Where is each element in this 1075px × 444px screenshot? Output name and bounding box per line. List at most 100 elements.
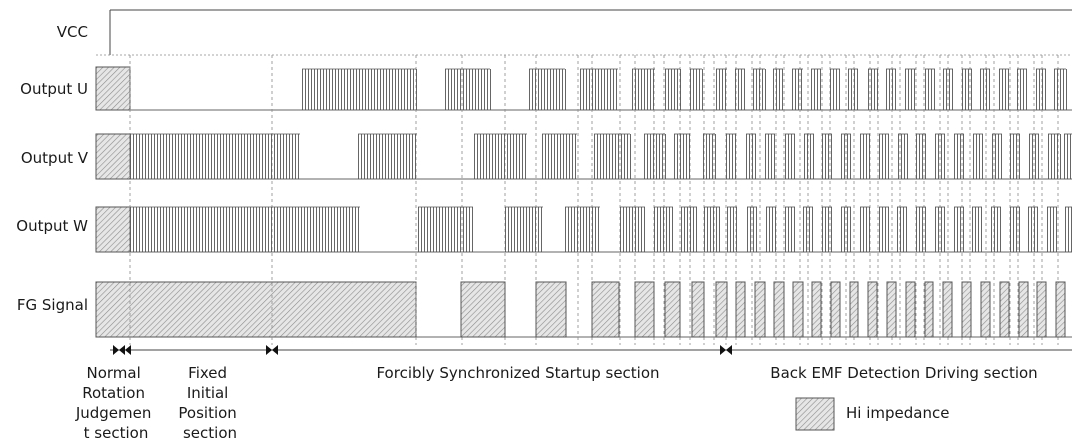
marker-fixed-initial-end xyxy=(266,345,278,355)
section-back-emf: Back EMF Detection Driving section xyxy=(770,364,1037,382)
pulse-block-u xyxy=(886,68,896,110)
pulse-block-w xyxy=(704,206,720,252)
section-normal-rotation-line3: Judgemen xyxy=(75,404,152,422)
fg-pulse xyxy=(691,281,705,338)
fg-pulse xyxy=(735,281,746,338)
fg-pulse xyxy=(942,281,953,338)
pulse-block-w xyxy=(130,206,360,252)
fg-pulse xyxy=(886,281,897,338)
section-fixed-initial-line2: Initial xyxy=(187,384,229,402)
fg-pulse xyxy=(905,281,916,338)
pulse-block-u xyxy=(1036,68,1046,110)
pulse-block-w xyxy=(654,206,673,252)
pulse-block-w xyxy=(841,206,851,252)
legend-hi-impedance-label: Hi impedance xyxy=(846,404,949,422)
signal-label-fg: FG Signal xyxy=(17,296,88,314)
section-fixed-initial: Fixed Initial Position section xyxy=(178,364,241,442)
pulse-block-u xyxy=(529,68,566,110)
pulse-block-v xyxy=(1029,133,1039,179)
pulse-block-v xyxy=(726,133,736,179)
pulse-block-w xyxy=(1065,206,1072,252)
pulse-block-v xyxy=(542,133,577,179)
pulse-block-u xyxy=(1054,68,1067,110)
pulse-block-u xyxy=(445,68,491,110)
fg-pulse xyxy=(754,281,766,338)
pulse-block-u xyxy=(868,68,878,110)
pulse-block-v xyxy=(594,133,631,179)
pulse-block-v xyxy=(804,133,814,179)
section-normal-rotation: Normal Rotation Judgemen t section xyxy=(75,364,156,442)
section-fixed-initial-line3: Position xyxy=(178,404,236,422)
fg-pulse xyxy=(961,281,972,338)
pulse-block-u xyxy=(716,68,727,110)
pulse-block-w xyxy=(505,206,543,252)
pulse-block-u xyxy=(848,68,858,110)
pulse-block-v xyxy=(474,133,527,179)
signal-label-output-w: Output W xyxy=(16,217,88,235)
fg-pulse xyxy=(792,281,804,338)
pulse-block-u xyxy=(943,68,953,110)
pulse-block-w xyxy=(822,206,832,252)
pulse-block-u xyxy=(962,68,972,110)
pulse-block-w xyxy=(1010,206,1020,252)
pulse-block-u xyxy=(735,68,745,110)
fg-pulse xyxy=(867,281,878,338)
signal-label-output-u: Output U xyxy=(20,80,88,98)
pulse-block-v xyxy=(973,133,983,179)
fg-pulse xyxy=(634,281,655,338)
section-fixed-initial-line4: section xyxy=(183,424,237,442)
pulse-block-v xyxy=(1064,133,1072,179)
pulse-block-w xyxy=(954,206,964,252)
fg-pulse xyxy=(811,281,822,338)
section-normal-rotation-line2: Rotation xyxy=(82,384,145,402)
pulse-block-v xyxy=(860,133,870,179)
pulse-block-v xyxy=(674,133,690,179)
fg-pulse xyxy=(999,281,1010,338)
pulse-block-w xyxy=(727,206,737,252)
pulse-block-w xyxy=(860,206,870,252)
pulse-block-w xyxy=(785,206,795,252)
pulse-block-w xyxy=(620,206,645,252)
fg-pulses xyxy=(460,281,1066,338)
fg-pulse xyxy=(715,281,728,338)
pulse-block-v xyxy=(879,133,889,179)
pulse-block-u xyxy=(665,68,681,110)
pulse-block-v xyxy=(703,133,716,179)
fg-pulse xyxy=(1055,281,1066,338)
pulse-block-u xyxy=(980,68,990,110)
pulse-block-v xyxy=(954,133,964,179)
pulse-block-v xyxy=(130,133,300,179)
pulse-block-u xyxy=(925,68,935,110)
pulse-block-w xyxy=(681,206,697,252)
pulse-block-v xyxy=(644,133,666,179)
fg-pulse xyxy=(664,281,681,338)
pulse-block-u xyxy=(1017,68,1027,110)
pulse-block-v xyxy=(765,133,775,179)
pulse-block-w xyxy=(879,206,889,252)
pulse-block-u xyxy=(632,68,655,110)
pulse-block-v xyxy=(935,133,945,179)
fg-pulse xyxy=(460,281,506,338)
pulse-block-v xyxy=(822,133,832,179)
fg-pulse xyxy=(849,281,859,338)
waveform-structure xyxy=(95,9,1072,338)
pulse-block-u xyxy=(830,68,840,110)
pulse-block-v xyxy=(746,133,756,179)
fg-pulse xyxy=(1018,281,1029,338)
fg-pulse xyxy=(773,281,785,338)
pulse-block-u xyxy=(905,68,916,110)
pulse-block-w xyxy=(747,206,757,252)
pulse-block-w xyxy=(972,206,982,252)
pulse-block-w xyxy=(935,206,945,252)
pulse-block-v xyxy=(1048,133,1061,179)
pulse-trains xyxy=(130,68,1072,252)
pulse-block-v xyxy=(916,133,926,179)
fg-pulse xyxy=(924,281,934,338)
pulse-block-w xyxy=(1047,206,1057,252)
pulse-block-u xyxy=(773,68,783,110)
pulse-block-v xyxy=(992,133,1002,179)
fg-pulse xyxy=(591,281,620,338)
section-normal-rotation-line1: Normal xyxy=(86,364,140,382)
pulse-block-u xyxy=(302,68,417,110)
